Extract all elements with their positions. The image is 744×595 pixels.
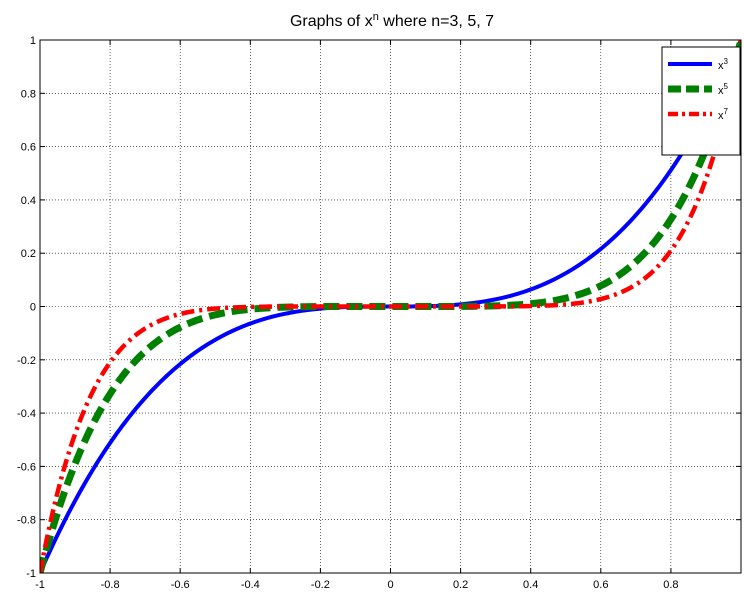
y-tick-label: 0.2 bbox=[21, 248, 36, 260]
ticks bbox=[39, 39, 741, 574]
x-tick-label: 0.2 bbox=[453, 579, 468, 591]
chart-title-superscript: n bbox=[373, 11, 379, 23]
chart-title: Graphs of xn where n=3, 5, 7 bbox=[290, 11, 494, 30]
x-tick-label: -0.6 bbox=[171, 579, 190, 591]
y-tick-label: -0.6 bbox=[17, 461, 36, 473]
series-line-x7 bbox=[40, 40, 741, 573]
x-tick-label: -0.2 bbox=[311, 579, 330, 591]
y-tick-labels: -1 -0.8 -0.6 -0.4 -0.2 0 0.2 0.4 0.6 0.8 1 bbox=[17, 35, 36, 580]
x-tick-label: -0.4 bbox=[241, 579, 260, 591]
x-tick-label: 0.8 bbox=[663, 579, 678, 591]
chart-title-suffix: where n=3, 5, 7 bbox=[379, 13, 494, 30]
x-tick-label: 0.6 bbox=[593, 579, 608, 591]
legend-label-x5: x5 bbox=[718, 82, 729, 97]
legend-label-x3: x3 bbox=[718, 57, 729, 72]
y-tick-label: 0.6 bbox=[21, 142, 36, 154]
x-tick-label: -1 bbox=[35, 579, 45, 591]
y-tick-label: -0.4 bbox=[17, 408, 36, 420]
x-tick-labels: -1 -0.8 -0.6 -0.4 -0.2 0 0.2 0.4 0.6 0.8 bbox=[35, 579, 678, 591]
y-tick-label: 0.8 bbox=[21, 88, 36, 100]
x-tick-label: 0 bbox=[387, 579, 393, 591]
y-tick-label: -0.2 bbox=[17, 355, 36, 367]
chart-title-main: Graphs of x bbox=[290, 13, 373, 30]
legend-label-x7: x7 bbox=[718, 107, 729, 122]
y-tick-label: -1 bbox=[26, 568, 36, 580]
grid bbox=[40, 40, 741, 573]
x-tick-label: -0.8 bbox=[101, 579, 120, 591]
y-tick-label: 0 bbox=[30, 302, 36, 314]
series-layer bbox=[40, 40, 741, 573]
y-tick-label: -0.8 bbox=[17, 515, 36, 527]
series-line-x5 bbox=[40, 40, 741, 573]
x-tick-label: 0.4 bbox=[523, 579, 538, 591]
y-tick-label: 0.4 bbox=[21, 195, 36, 207]
legend: x3 x5 x7 bbox=[661, 46, 741, 156]
y-tick-label: 1 bbox=[30, 35, 36, 47]
